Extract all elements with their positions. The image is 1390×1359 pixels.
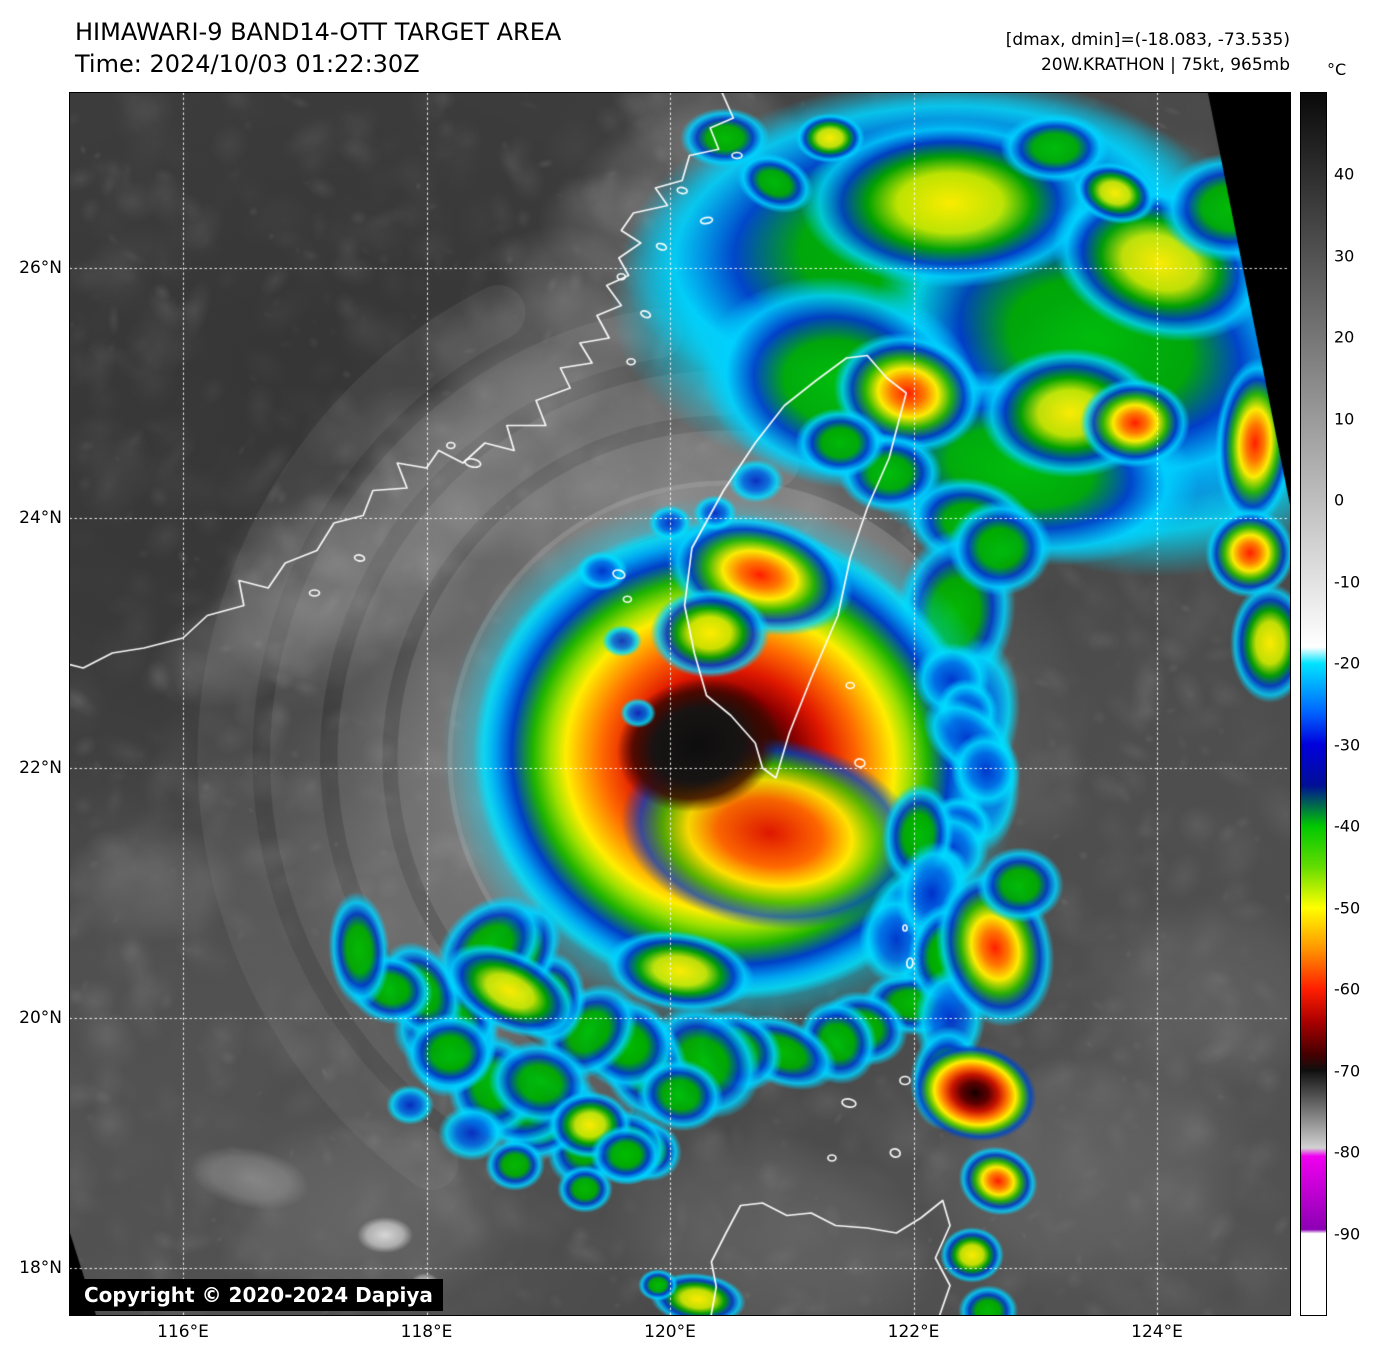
- lon-tick-label: 122°E: [887, 1322, 940, 1342]
- lat-tick-label: 26°N: [19, 258, 62, 278]
- satellite-map: Copyright © 2020-2024 Dapiya: [69, 92, 1291, 1316]
- lon-tick-label: 116°E: [157, 1322, 209, 1342]
- satellite-image-canvas: [70, 93, 1290, 1315]
- colorbar-tick-label: 30: [1334, 246, 1355, 266]
- colorbar-unit-label: °C: [1327, 60, 1347, 79]
- colorbar-tick-label: -40: [1334, 816, 1361, 836]
- colorbar-tick-label: -30: [1334, 735, 1361, 755]
- colorbar-tick-label: 40: [1334, 164, 1355, 184]
- lon-tick-label: 124°E: [1131, 1322, 1183, 1342]
- product-title: HIMAWARI-9 BAND14-OTT TARGET AREA: [75, 18, 562, 46]
- colorbar-tick-label: -70: [1334, 1061, 1361, 1081]
- lon-tick-label: 118°E: [400, 1322, 453, 1342]
- product-timestamp: Time: 2024/10/03 01:22:30Z: [75, 50, 420, 78]
- lon-tick-label: 120°E: [644, 1322, 696, 1342]
- lat-tick-label: 22°N: [19, 758, 62, 778]
- lat-tick-label: 20°N: [19, 1008, 62, 1028]
- colorbar-tick-label: 20: [1334, 327, 1355, 347]
- colorbar-tick-label: 10: [1334, 409, 1355, 429]
- colorbar-tick-label: -10: [1334, 572, 1361, 592]
- colorbar-tick-label: -50: [1334, 898, 1361, 918]
- colorbar-tick-label: -60: [1334, 979, 1361, 999]
- colorbar-tick-label: -20: [1334, 653, 1361, 673]
- colorbar-tick-label: -90: [1334, 1224, 1361, 1244]
- colorbar-tick-label: 0: [1334, 490, 1345, 510]
- lat-tick-label: 18°N: [19, 1258, 62, 1278]
- header-readouts: [dmax, dmin]=(-18.083, -73.535) 20W.KRAT…: [1006, 28, 1290, 78]
- dmax-dmin-readout: [dmax, dmin]=(-18.083, -73.535): [1005, 30, 1290, 50]
- lat-tick-label: 24°N: [19, 508, 62, 528]
- storm-info-readout: 20W.KRATHON | 75kt, 965mb: [1040, 55, 1290, 75]
- colorbar-tick-label: -80: [1334, 1142, 1361, 1162]
- temperature-colorbar: [1300, 92, 1327, 1316]
- copyright-badge: Copyright © 2020-2024 Dapiya: [74, 1279, 443, 1311]
